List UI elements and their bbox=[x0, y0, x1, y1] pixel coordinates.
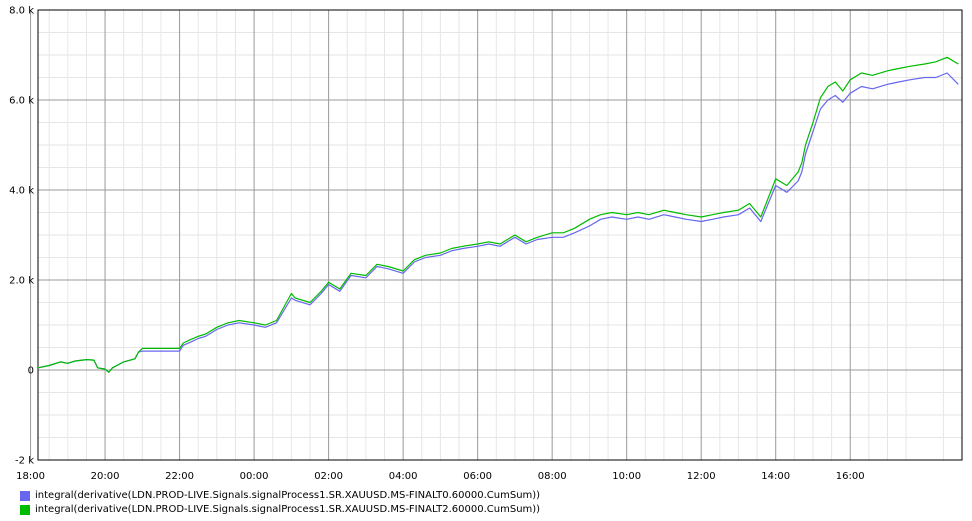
x-tick-label: 22:00 bbox=[165, 471, 194, 482]
x-tick-label: 14:00 bbox=[761, 471, 790, 482]
plot-frame bbox=[37, 9, 963, 461]
legend-label: integral(derivative(LDN.PROD-LIVE.Signal… bbox=[35, 490, 541, 501]
major-grid bbox=[30, 10, 962, 460]
x-tick-label: 16:00 bbox=[836, 471, 865, 482]
series-line-1 bbox=[37, 56, 959, 373]
x-tick-label: 18:00 bbox=[16, 471, 45, 482]
x-tick-label: 10:00 bbox=[612, 471, 641, 482]
y-tick-label: 4.0 k bbox=[9, 186, 34, 197]
legend-swatch bbox=[20, 505, 30, 515]
y-axis-ticks: -2 k 0 2.0 k 4.0 k 6.0 k 8.0 k bbox=[9, 6, 34, 467]
x-tick-label: 08:00 bbox=[538, 471, 567, 482]
legend-item-0: integral(derivative(LDN.PROD-LIVE.Signal… bbox=[20, 489, 540, 503]
legend: integral(derivative(LDN.PROD-LIVE.Signal… bbox=[20, 489, 540, 517]
x-tick-label: 02:00 bbox=[314, 471, 343, 482]
y-tick-label: 6.0 k bbox=[9, 96, 34, 107]
series-line-0 bbox=[37, 72, 959, 373]
x-tick-label: 04:00 bbox=[389, 471, 418, 482]
legend-swatch bbox=[20, 491, 30, 501]
y-tick-label: -2 k bbox=[15, 456, 34, 467]
x-tick-label: 12:00 bbox=[687, 471, 716, 482]
x-tick-label: 06:00 bbox=[463, 471, 492, 482]
y-tick-label: 8.0 k bbox=[9, 6, 34, 17]
x-tick-label: 00:00 bbox=[240, 471, 269, 482]
series-layer bbox=[37, 56, 959, 373]
legend-label: integral(derivative(LDN.PROD-LIVE.Signal… bbox=[35, 504, 541, 515]
y-tick-label: 2.0 k bbox=[9, 276, 34, 287]
x-axis-ticks: 20:00 22:00 00:00 02:00 04:00 06:00 08:00 10:00… bbox=[16, 471, 865, 482]
legend-item-1: integral(derivative(LDN.PROD-LIVE.Signal… bbox=[20, 503, 540, 517]
x-tick-label: 20:00 bbox=[91, 471, 120, 482]
minor-grid bbox=[38, 10, 963, 460]
y-tick-label: 0 bbox=[28, 366, 34, 377]
